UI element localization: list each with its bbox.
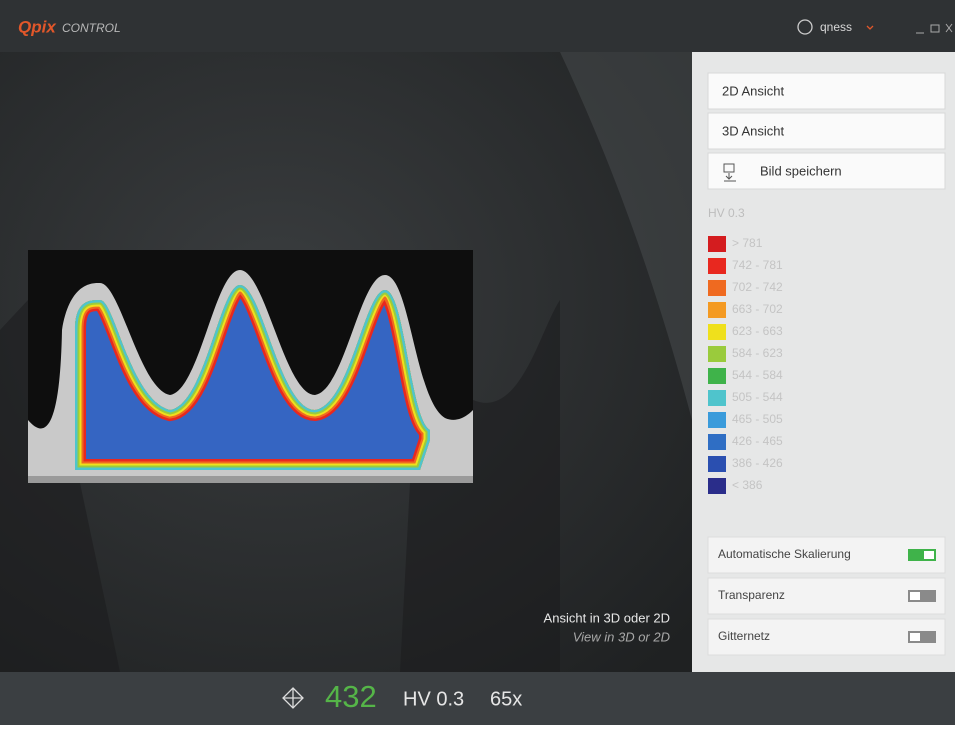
legend-label: > 781 bbox=[732, 236, 763, 250]
save-icon bbox=[723, 163, 735, 173]
toggle-row bbox=[707, 577, 946, 615]
user-menu-arrow[interactable] bbox=[866, 25, 874, 30]
legend-swatch bbox=[708, 368, 726, 384]
hardness-map bbox=[28, 250, 473, 483]
brand: Qpix bbox=[18, 17, 57, 36]
legend-swatch bbox=[708, 236, 726, 252]
legend-label: 426 - 465 bbox=[732, 434, 783, 448]
legend-swatch bbox=[708, 280, 726, 296]
status-bar bbox=[0, 672, 955, 725]
legend-label: 544 - 584 bbox=[732, 368, 783, 382]
caption-subtitle: View in 3D or 2D bbox=[573, 629, 670, 644]
caption-title: Ansicht in 3D oder 2D bbox=[544, 610, 670, 625]
legend-label: 702 - 742 bbox=[732, 280, 783, 294]
legend-title: HV 0.3 bbox=[708, 206, 745, 220]
zoom-level: 65x bbox=[490, 688, 522, 710]
legend-swatch bbox=[708, 434, 726, 450]
view-button[interactable] bbox=[707, 112, 946, 150]
legend-label: 742 - 781 bbox=[732, 258, 783, 272]
toggle-knob bbox=[910, 633, 920, 641]
view-button[interactable] bbox=[707, 152, 946, 190]
legend-swatch bbox=[708, 346, 726, 362]
toggle-row bbox=[707, 536, 946, 574]
legend-label: 584 - 623 bbox=[732, 346, 783, 360]
legend-label: 386 - 426 bbox=[732, 456, 783, 470]
user-icon bbox=[797, 19, 813, 35]
view-button[interactable] bbox=[707, 72, 946, 110]
toggle-knob bbox=[924, 551, 934, 559]
legend-swatch bbox=[708, 478, 726, 494]
legend-label: 663 - 702 bbox=[732, 302, 783, 316]
legend-label: 465 - 505 bbox=[732, 412, 783, 426]
toggle-knob bbox=[910, 592, 920, 600]
legend-label: 623 - 663 bbox=[732, 324, 783, 338]
legend-swatch bbox=[708, 324, 726, 340]
legend-label: 505 - 544 bbox=[732, 390, 783, 404]
legend-swatch bbox=[708, 302, 726, 318]
hardness-unit: HV 0.3 bbox=[403, 688, 464, 710]
legend-swatch bbox=[708, 258, 726, 274]
legend-swatch bbox=[708, 456, 726, 472]
toggle-label: Gitternetz bbox=[718, 629, 770, 643]
product-name: CONTROL bbox=[62, 21, 121, 35]
view-button-label[interactable]: 2D Ansicht bbox=[722, 83, 785, 98]
toggle-label: Transparenz bbox=[718, 588, 785, 602]
legend-label: < 386 bbox=[732, 478, 763, 492]
gear-shadow bbox=[560, 52, 692, 420]
title-bar bbox=[0, 0, 955, 52]
legend-swatch bbox=[708, 390, 726, 406]
view-button-label[interactable]: 3D Ansicht bbox=[722, 123, 785, 138]
close-button[interactable] bbox=[945, 23, 953, 33]
toggle-label: Automatische Skalierung bbox=[718, 547, 851, 561]
legend-swatch bbox=[708, 412, 726, 428]
user-name[interactable]: qness bbox=[820, 20, 852, 34]
view-button-label[interactable]: Bild speichern bbox=[760, 163, 842, 178]
crosshair-icon bbox=[282, 687, 304, 709]
save-icon-arrow bbox=[724, 173, 736, 182]
gear-silhouette bbox=[0, 300, 560, 672]
maximize-button[interactable] bbox=[930, 24, 940, 33]
hardness-value: 432 bbox=[325, 679, 377, 714]
toggle-row bbox=[707, 618, 946, 656]
